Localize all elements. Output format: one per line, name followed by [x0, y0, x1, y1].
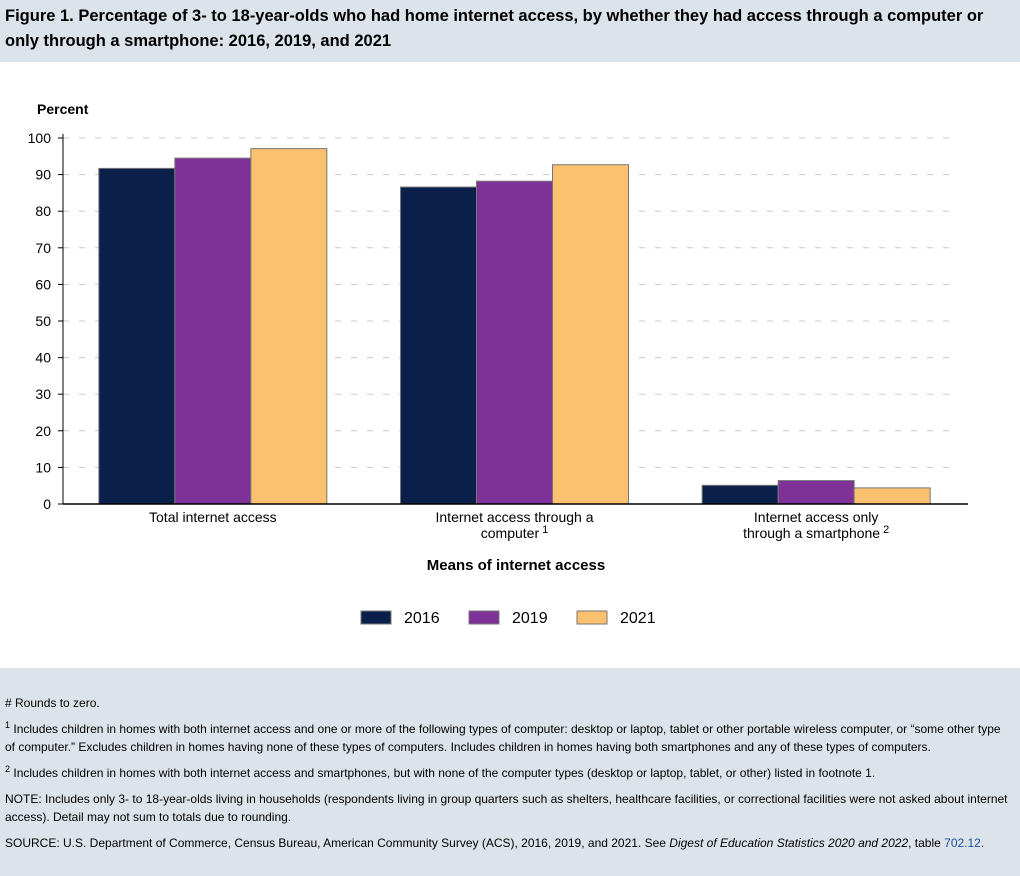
footnote-1-marker: 1	[5, 720, 11, 730]
rounds-note: # Rounds to zero.	[5, 696, 100, 710]
bar-2019-3	[777, 480, 855, 505]
y-tick-label: 10	[35, 459, 51, 475]
bar-2016-3	[701, 484, 779, 505]
legend-swatch-2021	[576, 610, 608, 625]
bar-2021-3	[853, 487, 931, 505]
bar-2016-2	[400, 186, 477, 505]
y-tick-label: 60	[35, 276, 51, 292]
source-publication: Digest of Education Statistics 2020 and …	[669, 836, 909, 850]
footnote-1-text: Includes children in homes with both int…	[5, 722, 1001, 754]
bar-2021-2	[552, 164, 629, 505]
legend-label-2021: 2021	[620, 610, 656, 627]
general-note: NOTE: Includes only 3- to 18-year-olds l…	[5, 792, 1008, 824]
x-category-labels: Total internet access Internet access thr…	[149, 509, 889, 541]
y-tick-label: 40	[35, 350, 51, 366]
source-note: SOURCE: U.S. Department of Commerce, Cen…	[5, 834, 1010, 852]
x-axis-label: Means of internet access	[427, 557, 605, 574]
y-tick-label: 70	[35, 240, 51, 256]
y-tick-label: 20	[35, 423, 51, 439]
y-axis-label: Percent	[37, 101, 89, 117]
bar-2019-1	[174, 157, 252, 505]
footnote-1: 1 Includes children in homes with both i…	[5, 720, 1010, 756]
legend-swatch-2019	[468, 610, 500, 625]
y-tick-label: 0	[43, 496, 51, 512]
x-category-label: Internet access through a	[436, 509, 594, 525]
axes	[62, 134, 968, 505]
x-category-label: Internet access only	[754, 509, 879, 525]
source-mid: , table	[908, 836, 945, 850]
notes-panel: # Rounds to zero. 1 Includes children in…	[0, 668, 1020, 876]
x-category-label: through a smartphone 2	[743, 524, 889, 541]
legend-label-2016: 2016	[404, 610, 440, 627]
legend-label-2019: 2019	[512, 610, 548, 627]
legend: 2016 2019 2021	[360, 610, 656, 627]
footnote-2-marker: 2	[5, 764, 11, 774]
y-tick-label: 100	[28, 130, 52, 146]
source-end: .	[980, 836, 985, 850]
x-category-label: Total internet access	[149, 509, 277, 525]
y-tick-label: 90	[35, 167, 51, 183]
bar-2021-1	[250, 148, 328, 505]
source-table-link[interactable]: 702.12	[944, 836, 981, 850]
x-category-label: computer 1	[481, 524, 548, 541]
y-tick-label: 30	[35, 386, 51, 402]
source-prefix: SOURCE: U.S. Department of Commerce, Cen…	[5, 836, 670, 850]
bar-2016-1	[98, 167, 176, 505]
bar-2019-2	[476, 180, 553, 505]
footnote-2: 2 Includes children in homes with both i…	[5, 764, 1010, 782]
bars	[98, 148, 931, 505]
legend-swatch-2016	[360, 610, 392, 625]
figure-title: Figure 1. Percentage of 3- to 18-year-ol…	[0, 0, 1020, 62]
footnote-marker: 1	[542, 524, 548, 536]
y-tick-labels: 0 10 20 30 40 50 60 70 80 90 100	[28, 130, 63, 512]
footnote-marker: 2	[883, 524, 889, 536]
bar-chart: 0 10 20 30 40 50 60 70 80 90 100 Total internet ac…	[28, 101, 968, 627]
footnote-2-text: Includes children in homes with both int…	[13, 766, 876, 780]
y-tick-label: 80	[35, 203, 51, 219]
y-tick-label: 50	[35, 313, 51, 329]
